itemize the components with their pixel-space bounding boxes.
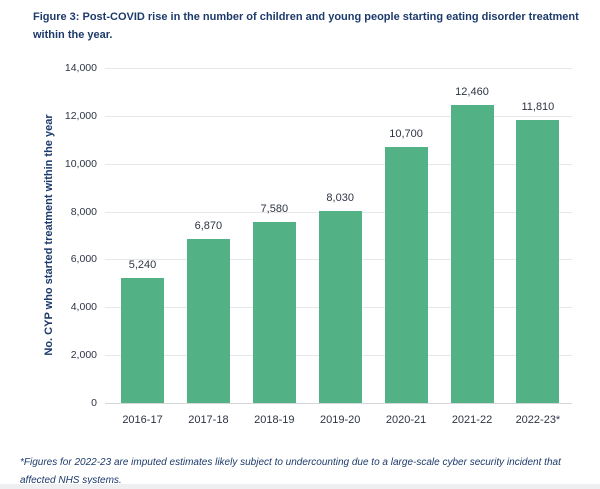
figure-footnote: *Figures for 2022-23 are imputed estimat… [20, 457, 561, 486]
page-bottom-edge [0, 484, 600, 489]
y-tick-label: 10,000 [64, 157, 97, 170]
y-axis-title: No. CYP who started treatment within the… [43, 114, 55, 356]
bar-2020-21 [384, 146, 428, 403]
y-tick-label: 2,000 [70, 349, 97, 362]
bar-2021-22 [450, 104, 494, 403]
bar-2016-17 [121, 277, 164, 403]
bar-value-label: 10,700 [389, 127, 423, 140]
gridline-10000 [105, 163, 572, 165]
bar-value-label: 7,580 [260, 202, 289, 215]
x-tick-label-2017-18: 2017-18 [188, 414, 229, 426]
gridline-12000 [105, 115, 572, 117]
y-tick-label: 14,000 [64, 62, 97, 74]
x-tick-label-2021-22: 2021-22 [451, 414, 493, 426]
bar-chart-plot-area: 5,240 6,870 7,580 8,030 10,700 12,460 11,810 [105, 68, 572, 404]
bar-2018-19 [252, 221, 296, 403]
bar-value-label: 8,030 [326, 191, 354, 204]
x-tick-label-2016-17: 2016-17 [122, 414, 163, 426]
gridline-0 [105, 403, 572, 404]
bar-value-label: 11,810 [521, 101, 555, 114]
bar-value-label: 6,870 [194, 219, 223, 232]
y-tick-label: 8,000 [70, 205, 97, 218]
bar-value-label: 5,240 [128, 258, 157, 271]
gridline-14000 [105, 68, 572, 69]
y-tick-label: 0 [91, 397, 97, 409]
bar-2019-20 [318, 210, 362, 403]
x-tick-label-2018-19: 2018-19 [254, 414, 295, 426]
y-tick-label: 12,000 [64, 109, 97, 122]
bar-value-label: 12,460 [455, 85, 489, 98]
y-tick-label: 4,000 [70, 301, 97, 314]
y-tick-label: 6,000 [70, 253, 97, 266]
x-tick-label-2022-23*: 2022-23* [515, 414, 561, 426]
bar-2022-23* [516, 120, 560, 403]
figure-title: Figure 3: Post-COVID rise in the number … [33, 11, 579, 41]
x-tick-label-2020-21: 2020-21 [385, 414, 427, 426]
bar-2017-18 [186, 238, 230, 403]
x-tick-label-2019-20: 2019-20 [320, 414, 361, 426]
